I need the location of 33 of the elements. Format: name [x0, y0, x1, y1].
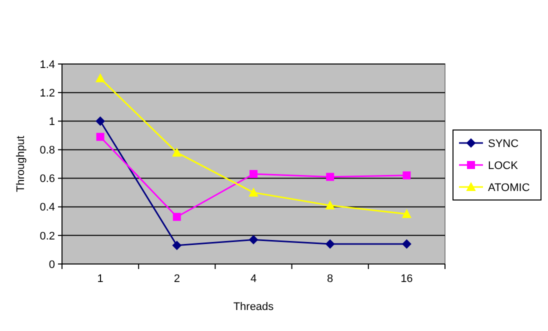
- x-tick-label: 4: [250, 273, 257, 285]
- x-tick-label: 1: [97, 273, 104, 285]
- point: [326, 200, 335, 210]
- point: [172, 148, 182, 157]
- y-tick-label: 1: [48, 116, 55, 128]
- point: [402, 210, 412, 218]
- point: [172, 212, 181, 221]
- point: [326, 240, 335, 248]
- point: [96, 74, 105, 82]
- x-tick-label: 16: [400, 273, 413, 285]
- point: [249, 235, 258, 244]
- point: [96, 132, 104, 141]
- x-axis-title: Threads: [233, 301, 274, 313]
- point: [250, 170, 258, 178]
- point: [172, 240, 182, 250]
- point: [249, 188, 258, 197]
- y-tick-label: 0.6: [40, 173, 55, 186]
- y-tick-label: 0.4: [40, 202, 55, 214]
- legend-label: ATOMIC: [488, 182, 530, 194]
- point: [402, 240, 412, 248]
- legend-label: SYNC: [488, 138, 519, 150]
- y-axis-title: Throughput: [15, 136, 27, 192]
- x-tick-label: 8: [327, 273, 334, 285]
- y-tick-label: 0.8: [40, 144, 55, 157]
- legend-label: LOCK: [488, 160, 519, 172]
- y-tick-label: 1.2: [40, 87, 55, 100]
- y-tick-label: 0: [48, 258, 55, 271]
- y-tick-label: 1.4: [40, 58, 55, 71]
- point: [326, 172, 334, 181]
- point: [402, 171, 411, 180]
- x-tick-label: 2: [174, 273, 180, 285]
- point: [96, 116, 105, 126]
- y-tick-label: 0.2: [40, 230, 55, 242]
